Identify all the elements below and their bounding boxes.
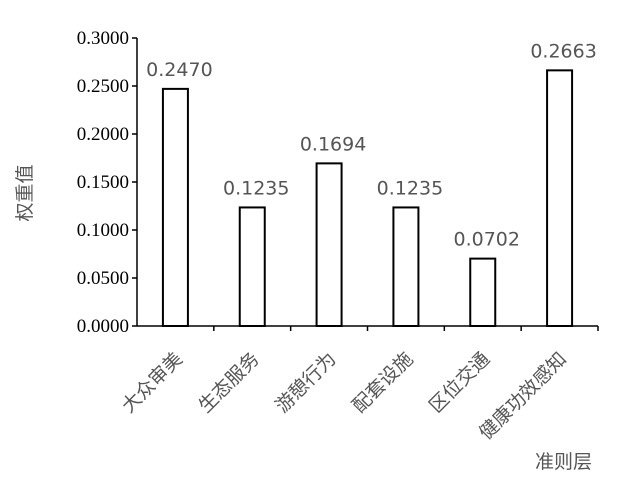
bar (392, 206, 420, 327)
y-axis: 0.0000 0.0500 0.1000 0.1500 0.2000 0.2500 0.30… (77, 28, 138, 337)
category-label: 区位交通 (425, 348, 494, 417)
y-tick-label: 0.1500 (77, 172, 129, 193)
y-tick-label: 0.2000 (77, 124, 129, 145)
bar (161, 87, 189, 327)
data-label: 0.0702 (454, 229, 520, 251)
bar (546, 69, 574, 327)
data-label: 0.2663 (530, 40, 596, 62)
y-tick-label: 0.3000 (77, 28, 129, 49)
bar (469, 257, 497, 327)
y-axis-title: 权重值 (14, 164, 36, 221)
x-axis-title: 准则层 (535, 451, 592, 473)
category-label: 配套设施 (348, 348, 417, 417)
category-label: 游憩行为 (271, 348, 340, 417)
data-label: 0.1694 (300, 133, 366, 155)
data-label: 0.1235 (377, 177, 443, 199)
category-label: 生态服务 (194, 348, 263, 417)
data-labels: 0.2470 0.1235 0.1694 0.1235 0.0702 0.2663 (146, 40, 597, 250)
y-tick-label: 0.0500 (77, 268, 129, 289)
x-axis (137, 325, 599, 331)
bars (161, 69, 574, 327)
y-tick-label: 0.0000 (77, 316, 129, 337)
y-tick-label: 0.2500 (77, 76, 129, 97)
y-tick-label: 0.1000 (77, 220, 129, 241)
category-label: 大众审美 (118, 348, 187, 417)
data-label: 0.1235 (223, 177, 289, 199)
data-label: 0.2470 (146, 59, 212, 81)
bar (238, 206, 266, 327)
bar (315, 162, 343, 327)
